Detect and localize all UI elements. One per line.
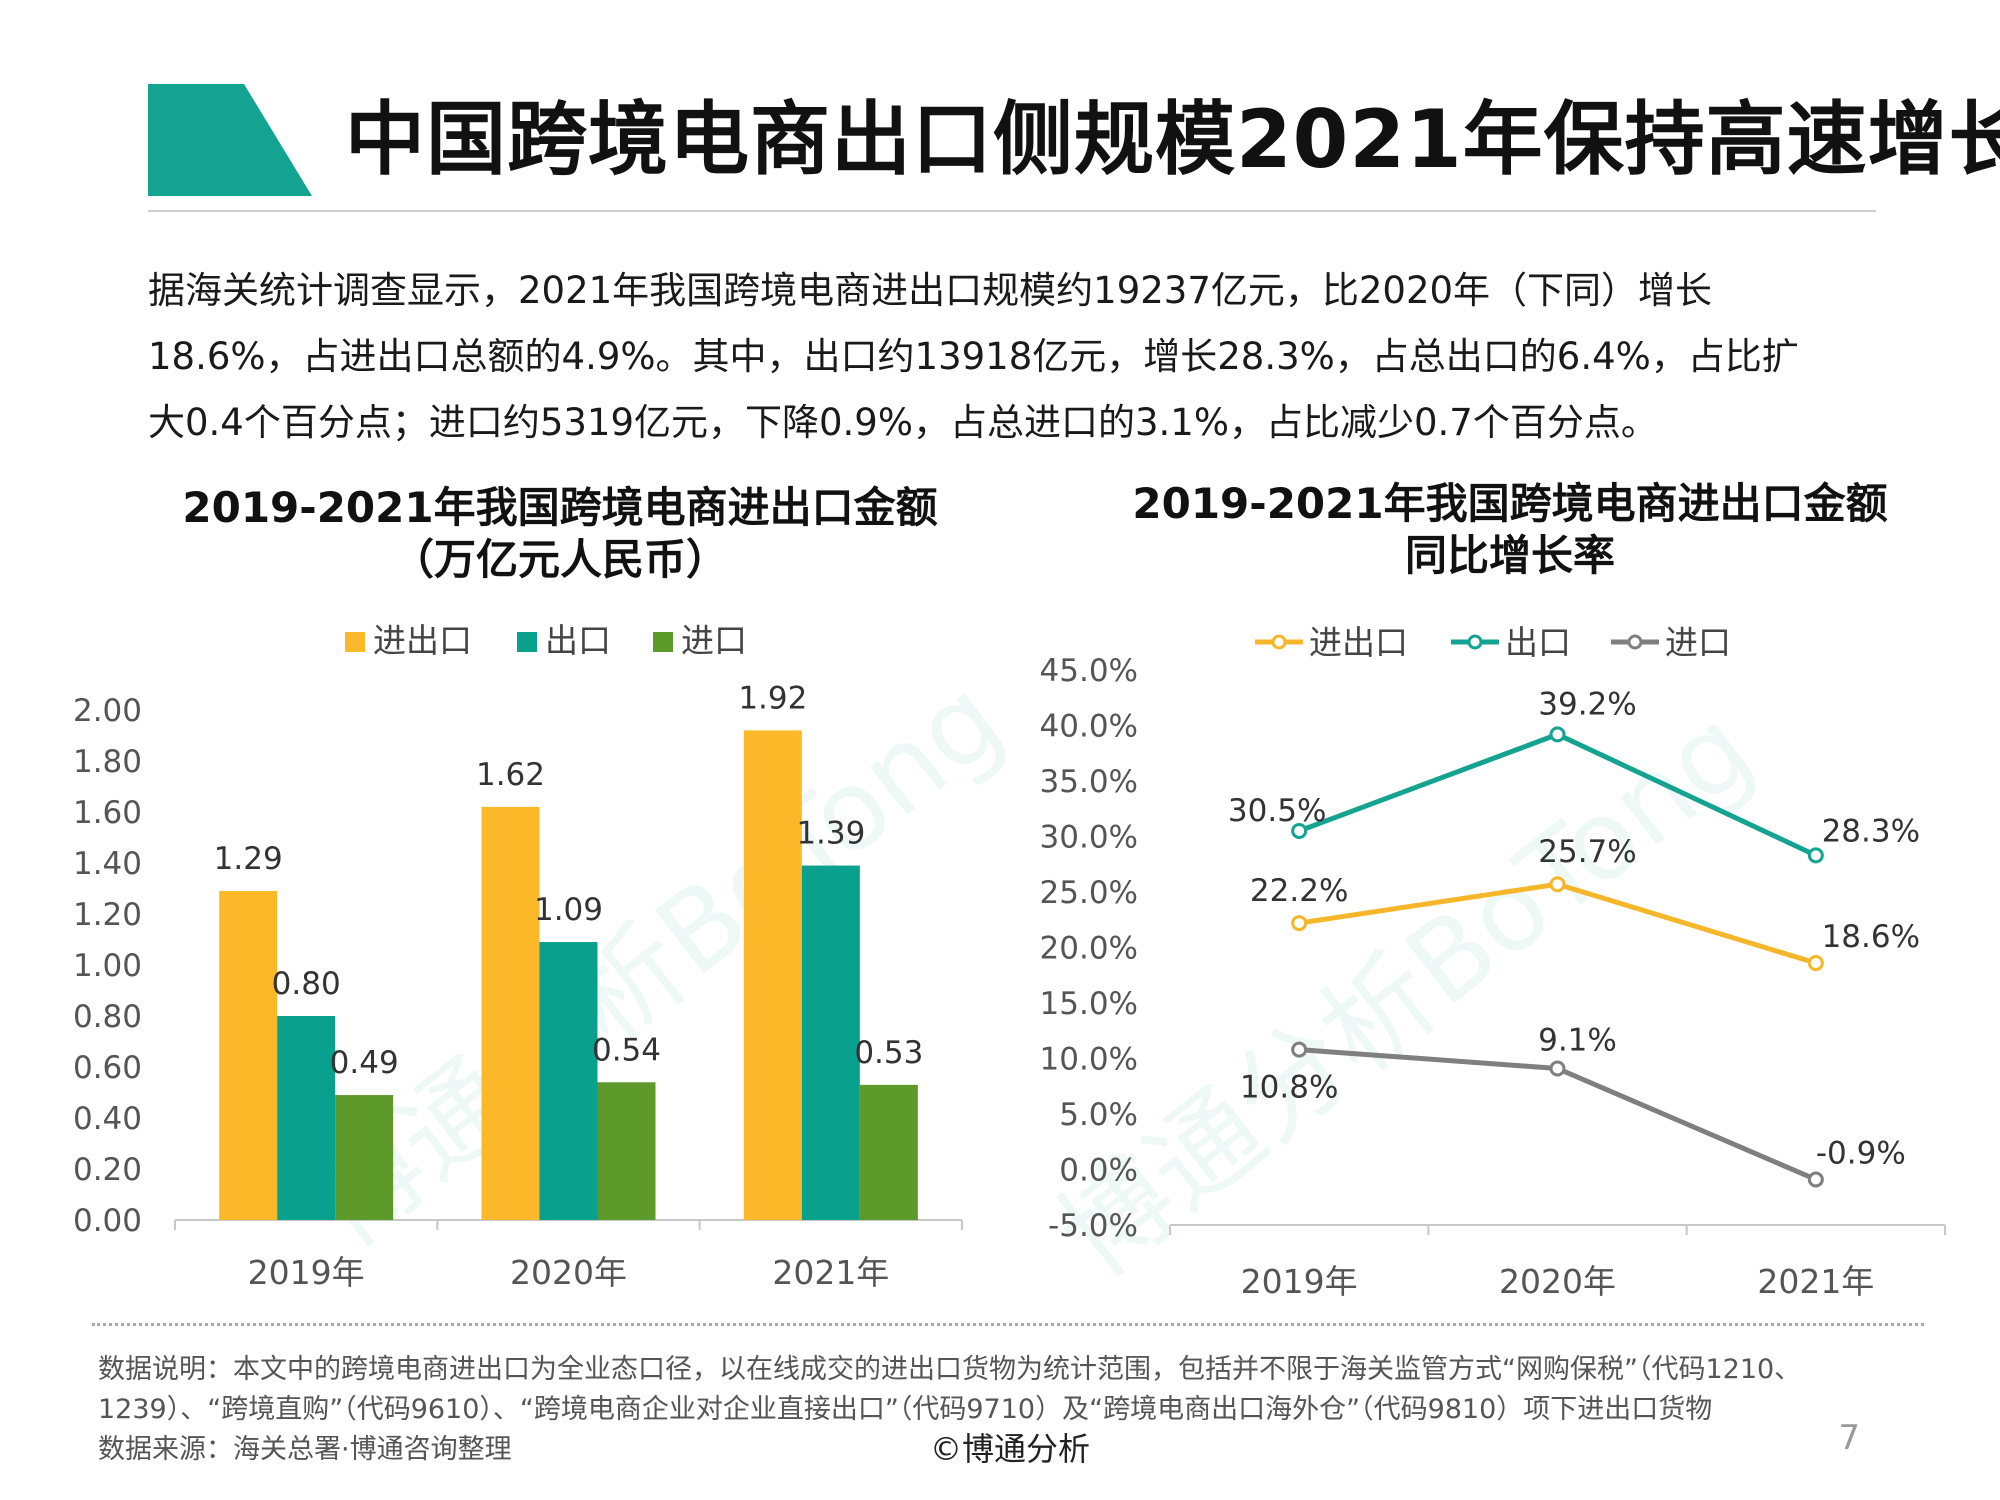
data-label: -0.9% [1816,1135,1906,1171]
page-title: 中国跨境电商出口侧规模2021年保持高速增长 [345,93,2000,186]
bar [277,1016,336,1220]
data-label: 9.1% [1538,1022,1617,1058]
x-tick-label: 2021年 [1757,1262,1874,1300]
y-tick-label: 1.00 [73,948,142,984]
bar [743,730,802,1220]
data-point [1549,1060,1566,1077]
data-label: 0.80 [272,966,341,1002]
bar [539,942,598,1220]
bar [597,1082,656,1220]
x-tick-label: 2020年 [510,1253,627,1292]
legend-label: 进口 [681,621,747,660]
data-label: 0.54 [592,1032,661,1068]
data-point [1807,955,1824,972]
y-tick-label: 0.60 [73,1050,142,1086]
data-label: 10.8% [1240,1070,1338,1106]
y-tick-label: 1.40 [73,846,142,882]
y-tick-label: 30.0% [1040,820,1138,856]
y-tick-label: 0.0% [1059,1153,1138,1189]
footnote: 数据说明：本文中的跨境电商进出口为全业态口径，以在线成交的进出口货物为统计范围，… [98,1350,1938,1470]
page-number: 7 [1838,1418,1860,1458]
bar-chart: 进出口 出口 进口 0.00 0.20 0.40 0.60 0.80 1.00 1.20 1.40 1… [73,621,963,1292]
x-tick-label: 2020年 [1499,1262,1616,1300]
data-label: 25.7% [1538,834,1636,870]
bar [335,1095,394,1220]
y-tick-label: 0.00 [73,1203,142,1239]
data-point [1807,1171,1824,1188]
intro-line: 大0.4个百分点；进口约5319亿元，下降0.9%，占总进口的3.1%，占比减少… [148,401,1658,444]
intro-paragraph: 据海关统计调查显示，2021年我国跨境电商进出口规模约19237亿元，比2020… [148,258,1878,456]
bar [859,1084,918,1220]
footnote-line: 数据说明：本文中的跨境电商进出口为全业态口径，以在线成交的进出口货物为统计范围，… [98,1354,1802,1385]
data-label: 0.49 [330,1045,399,1081]
legend-marker [1271,634,1287,650]
bar-chart-title: 2019-2021年我国跨境电商进出口金额 （万亿元人民币） [100,482,1020,586]
legend-swatch [345,632,365,652]
data-label: 30.5% [1228,793,1326,829]
footnote-line: 1239）、“跨境直购”（代码9610）、“跨境电商企业对企业直接出口”（代码9… [98,1394,1713,1425]
data-label: 22.2% [1250,873,1348,909]
x-tick-label: 2019年 [248,1253,365,1292]
data-label: 1.29 [214,841,283,877]
data-point [1549,876,1566,893]
y-tick-label: 0.20 [73,1152,142,1188]
series-line [1298,881,1817,966]
y-tick-label: 0.80 [73,999,142,1035]
line-chart-title-line: 2019-2021年我国跨境电商进出口金额 [1132,479,1888,528]
line-chart-title: 2019-2021年我国跨境电商进出口金额 同比增长率 [1050,478,1970,582]
title-divider [148,210,1876,212]
data-label: 1.39 [796,816,865,852]
y-tick-label: 25.0% [1040,875,1138,911]
data-label: 28.3% [1822,813,1920,849]
data-point [1807,847,1824,864]
x-tick-label: 2019年 [1241,1262,1358,1300]
y-tick-label: -5.0% [1048,1208,1138,1244]
legend-label: 进口 [1665,623,1731,662]
bar [801,865,860,1220]
bar [481,806,540,1220]
x-tick-label: 2021年 [772,1253,889,1292]
copyright: ©博通分析 [929,1430,1090,1468]
y-tick-label: 40.0% [1040,709,1138,745]
legend-label: 出口 [1505,623,1571,662]
bar [219,891,278,1220]
data-label: 39.2% [1538,686,1636,722]
data-point [1549,726,1566,743]
y-tick-label: 0.40 [73,1101,142,1137]
line-chart: 进出口 出口 进口 -5.0% 0.0% 5.0% 10.0% 15.0% 20.0% 25.0%… [1040,623,1946,1300]
data-label: 1.62 [476,757,545,793]
y-tick-label: 1.20 [73,897,142,933]
data-label: 0.53 [854,1035,923,1071]
bar-chart-subtitle: （万亿元人民币） [391,535,728,584]
data-source: 数据来源：海关总署·博通咨询整理 [98,1434,512,1465]
legend-swatch [653,632,673,652]
data-point [1291,915,1308,932]
line-chart-subtitle: 同比增长率 [1404,531,1615,580]
legend-marker [1467,634,1483,650]
legend-label: 进出口 [1309,623,1408,662]
data-point [1291,1041,1308,1058]
y-tick-label: 15.0% [1040,986,1138,1022]
legend-label: 进出口 [373,621,472,660]
data-label: 18.6% [1822,919,1920,955]
y-tick-label: 5.0% [1059,1097,1138,1133]
y-tick-label: 35.0% [1040,764,1138,800]
data-point [1291,822,1308,839]
data-label: 1.09 [534,892,603,928]
y-tick-label: 1.80 [73,744,142,780]
legend-label: 出口 [545,621,611,660]
legend-swatch [517,632,537,652]
footer-divider [92,1323,1924,1326]
y-tick-label: 45.0% [1040,653,1138,689]
y-tick-label: 20.0% [1040,931,1138,967]
intro-line: 18.6%，占进出口总额的4.9%。其中，出口约13918亿元，增长28.3%，… [148,335,1799,378]
title-accent-block [148,84,312,196]
legend-marker [1627,634,1643,650]
y-tick-label: 10.0% [1040,1042,1138,1078]
y-tick-label: 1.60 [73,795,142,831]
intro-line: 据海关统计调查显示，2021年我国跨境电商进出口规模约19237亿元，比2020… [148,269,1713,312]
y-tick-label: 2.00 [73,693,142,729]
data-label: 1.92 [738,680,807,716]
bar-chart-title-line: 2019-2021年我国跨境电商进出口金额 [182,483,938,532]
